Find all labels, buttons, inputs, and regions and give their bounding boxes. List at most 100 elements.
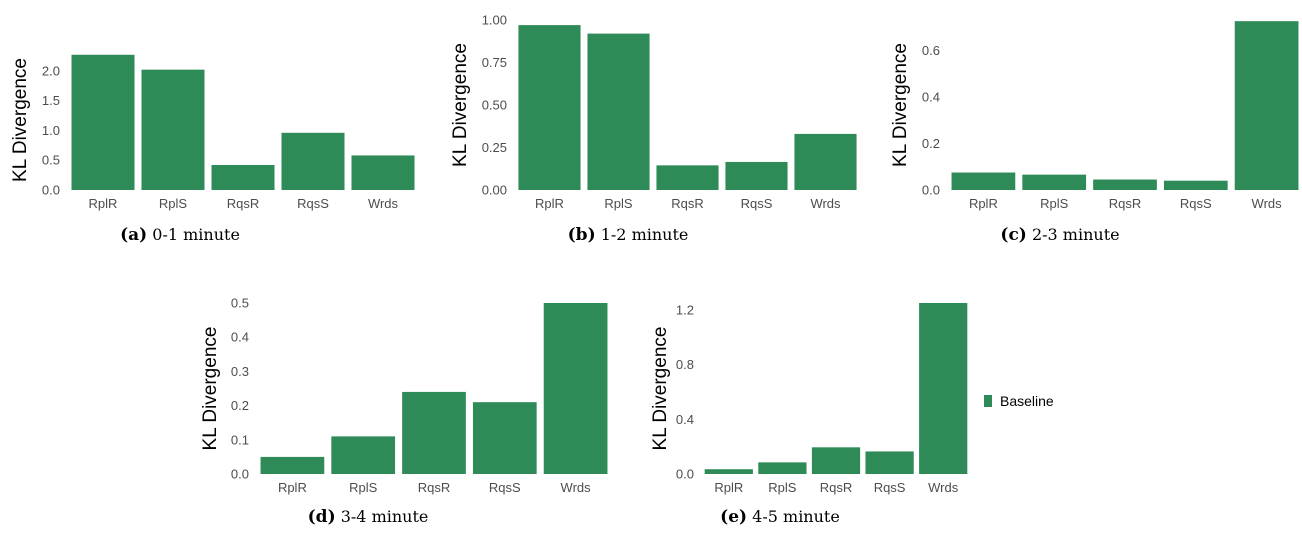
y-tick-label: 0.4 <box>231 330 249 345</box>
bar <box>402 392 466 474</box>
x-tick-label: RplR <box>278 480 307 495</box>
bar <box>212 165 275 190</box>
y-tick-label: 0.0 <box>231 467 249 482</box>
caption-text: 4-5 minute <box>747 507 840 526</box>
y-tick-label: 0.1 <box>231 432 249 447</box>
x-tick-label: Wrds <box>368 196 399 211</box>
x-tick-label: RqsR <box>820 480 853 495</box>
y-axis-label: KL Divergence <box>200 327 221 451</box>
chart-panel-b: RplR RplS RqsR RqsS Wrds 0.00 0.25 0.50 0.75 1.00… <box>450 13 857 246</box>
x-tick-label: RqsS <box>741 196 773 211</box>
y-tick-label: 1.0 <box>42 123 60 138</box>
caption-text: 2-3 minute <box>1027 225 1120 244</box>
y-axis-label: KL Divergence <box>650 327 671 451</box>
bar <box>1093 180 1157 190</box>
x-tick-label: RplR <box>535 196 564 211</box>
caption: (e) 4-5 minute <box>720 507 840 527</box>
y-tick-label: 0.0 <box>922 183 940 198</box>
x-tick-label: RqsS <box>874 480 906 495</box>
x-tick-label: Wrds <box>1252 196 1283 211</box>
bar <box>544 303 608 474</box>
y-tick-label: 0.2 <box>922 136 940 151</box>
x-tick-label: RqsR <box>418 480 451 495</box>
caption-label: (b) <box>568 225 596 245</box>
y-tick-label: 0.2 <box>231 398 249 413</box>
chart-panel-a: RplR RplS RqsR RqsS Wrds 0.0 0.5 1.0 1.5 2.0 KL Di… <box>10 55 415 245</box>
caption-text: 3-4 minute <box>336 507 429 526</box>
y-tick-label: 1.5 <box>42 93 60 108</box>
y-tick-label: 0.50 <box>482 98 507 113</box>
legend-label: Baseline <box>1000 393 1054 409</box>
caption-label: (d) <box>308 507 336 527</box>
bar <box>261 457 325 474</box>
chart-panel-e: RplR RplS RqsR RqsS Wrds 0.0 0.4 0.8 1.2 KL Diver… <box>650 302 967 527</box>
bar <box>142 70 205 190</box>
x-tick-label: RqsS <box>489 480 521 495</box>
y-tick-label: 0.0 <box>676 467 694 482</box>
caption-text: 1-2 minute <box>596 225 689 244</box>
x-tick-label: RqsR <box>1109 196 1142 211</box>
y-axis-label: KL Divergence <box>450 43 471 167</box>
bar <box>587 34 649 190</box>
y-tick-label: 0.4 <box>676 412 694 427</box>
bar <box>656 165 718 190</box>
y-tick-label: 1.2 <box>676 302 694 317</box>
bar <box>518 25 580 190</box>
y-tick-label: 0.5 <box>231 296 249 311</box>
bar <box>758 462 806 474</box>
x-tick-label: RplR <box>89 196 118 211</box>
x-tick-label: RqsR <box>671 196 704 211</box>
x-tick-label: Wrds <box>928 480 959 495</box>
x-tick-label: RqsR <box>227 196 260 211</box>
x-tick-label: RplS <box>349 480 378 495</box>
bar <box>952 173 1016 190</box>
x-tick-label: RplR <box>969 196 998 211</box>
y-tick-label: 0.3 <box>231 364 249 379</box>
x-tick-label: RqsS <box>297 196 329 211</box>
y-tick-label: 0.75 <box>482 55 507 70</box>
bar <box>1022 175 1086 190</box>
y-tick-label: 2.0 <box>42 63 60 78</box>
legend: Baseline <box>984 393 1054 409</box>
bar <box>352 155 415 190</box>
bar <box>282 133 345 190</box>
y-tick-label: 0.0 <box>42 183 60 198</box>
bar <box>705 469 753 474</box>
x-tick-label: RqsS <box>1180 196 1212 211</box>
legend-swatch <box>984 395 992 407</box>
y-tick-label: 0.8 <box>676 357 694 372</box>
x-tick-label: RplR <box>714 480 743 495</box>
y-tick-label: 1.00 <box>482 13 507 28</box>
bar <box>725 162 787 190</box>
y-tick-label: 0.6 <box>922 43 940 58</box>
x-tick-label: Wrds <box>561 480 592 495</box>
y-axis-label: KL Divergence <box>890 43 911 167</box>
bar <box>473 402 537 474</box>
caption: (c) 2-3 minute <box>1000 225 1119 245</box>
bar <box>865 451 913 474</box>
y-tick-label: 0.5 <box>42 153 60 168</box>
x-tick-label: RplS <box>159 196 188 211</box>
x-tick-label: Wrds <box>810 196 841 211</box>
caption-label: (a) <box>120 225 147 245</box>
bar <box>72 55 135 190</box>
x-tick-label: RplS <box>604 196 633 211</box>
chart-panel-c: RplR RplS RqsR RqsS Wrds 0.0 0.2 0.4 0.6 KL Diver… <box>890 21 1298 245</box>
y-tick-label: 0.4 <box>922 89 940 104</box>
caption: (a) 0-1 minute <box>120 225 240 245</box>
caption-label: (c) <box>1000 225 1026 245</box>
x-tick-label: RplS <box>768 480 797 495</box>
caption: (b) 1-2 minute <box>568 225 689 245</box>
y-tick-label: 0.25 <box>482 140 507 155</box>
bar <box>794 134 856 190</box>
x-tick-label: RplS <box>1040 196 1069 211</box>
bar <box>331 436 395 474</box>
y-tick-label: 0.00 <box>482 183 507 198</box>
y-axis-label: KL Divergence <box>10 58 31 182</box>
bar <box>1164 181 1228 190</box>
caption-label: (e) <box>720 507 747 527</box>
bar <box>1235 21 1299 190</box>
caption-text: 0-1 minute <box>147 225 240 244</box>
chart-panel-d: RplR RplS RqsR RqsS Wrds 0.0 0.1 0.2 0.3 0.4 0.5 KL… <box>200 296 607 528</box>
